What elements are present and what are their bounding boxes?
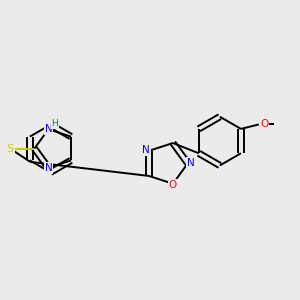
- Text: S: S: [7, 143, 14, 154]
- Text: H: H: [52, 119, 58, 128]
- Text: N: N: [142, 145, 150, 155]
- Text: O: O: [169, 180, 177, 190]
- Text: N: N: [44, 124, 52, 134]
- Text: N: N: [187, 158, 195, 168]
- Text: O: O: [260, 119, 268, 129]
- Text: N: N: [44, 163, 52, 173]
